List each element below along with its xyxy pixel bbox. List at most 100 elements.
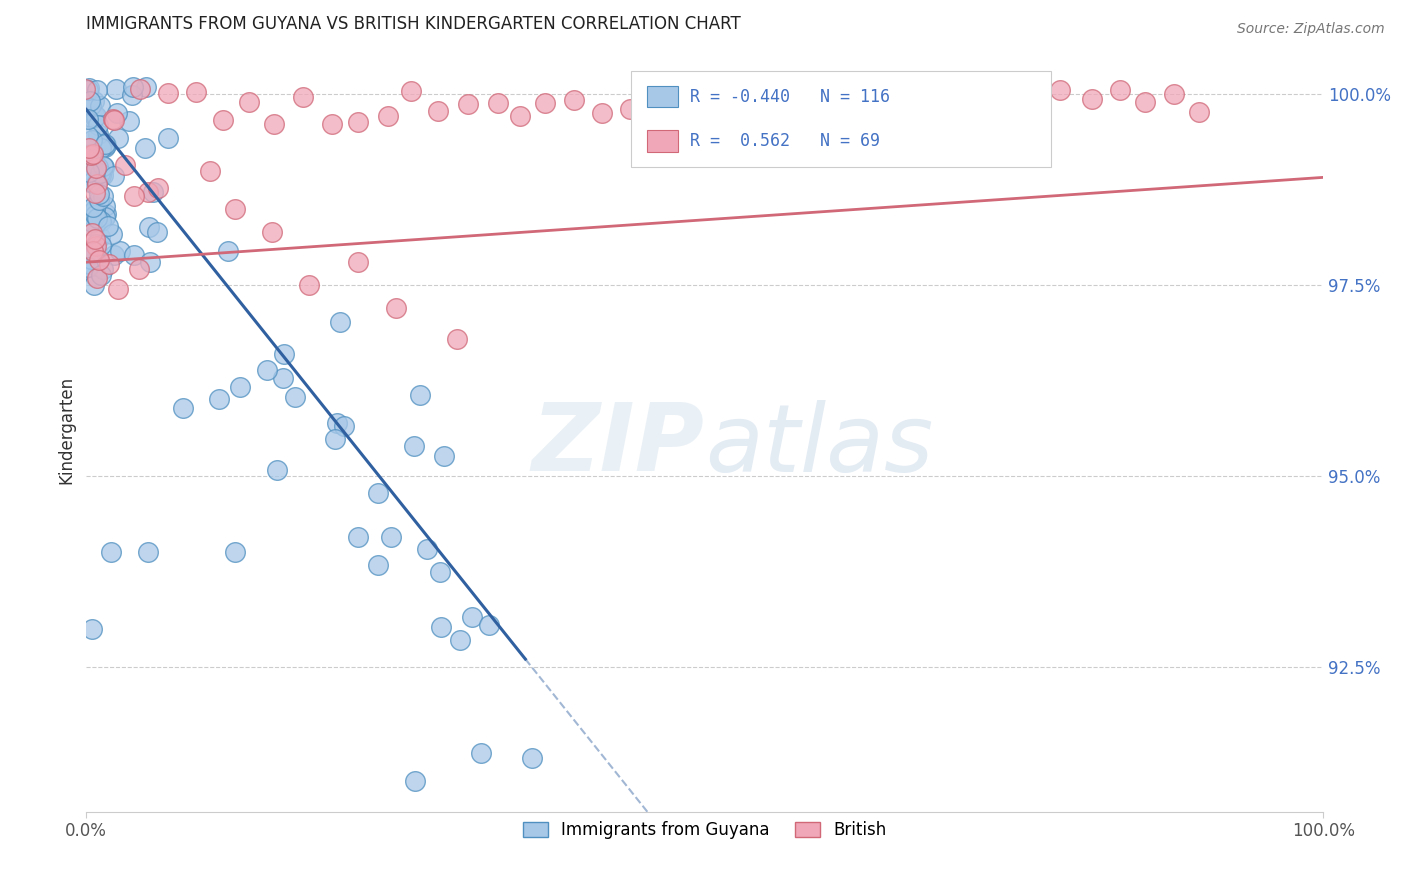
Point	[94, 199, 117, 213]
Point	[114, 158, 136, 172]
Point	[86, 127, 108, 141]
Point	[1108, 83, 1130, 97]
Point	[80, 176, 103, 190]
Point	[79, 246, 101, 260]
Point	[103, 169, 125, 184]
Point	[128, 261, 150, 276]
Point	[156, 86, 179, 100]
Point	[86, 177, 108, 191]
Point	[509, 109, 531, 123]
Point	[86, 161, 108, 175]
Text: R = -0.440   N = 116: R = -0.440 N = 116	[690, 87, 890, 105]
Point	[367, 486, 389, 500]
Point	[80, 175, 103, 189]
Point	[224, 545, 246, 559]
Point	[332, 419, 354, 434]
Point	[136, 545, 159, 559]
Point	[486, 96, 509, 111]
Point	[122, 189, 145, 203]
Point	[84, 161, 107, 176]
Point	[76, 218, 98, 232]
Point	[273, 347, 295, 361]
FancyBboxPatch shape	[647, 86, 678, 107]
Point	[347, 255, 370, 269]
Point	[79, 98, 101, 112]
Point	[139, 255, 162, 269]
Point	[94, 137, 117, 152]
Point	[82, 145, 104, 160]
Point	[256, 363, 278, 377]
Point	[938, 102, 960, 116]
Point	[416, 541, 439, 556]
Point	[1187, 105, 1209, 120]
Point	[86, 211, 108, 225]
Point	[82, 147, 104, 161]
Point	[832, 99, 855, 113]
Point	[76, 112, 98, 126]
Point	[238, 95, 260, 109]
Point	[84, 236, 107, 251]
Point	[172, 401, 194, 415]
Point	[90, 214, 112, 228]
Point	[124, 247, 146, 261]
Point	[83, 95, 105, 109]
Point	[83, 215, 105, 229]
Point	[284, 391, 307, 405]
Point	[83, 110, 105, 124]
Point	[82, 200, 104, 214]
Point	[217, 244, 239, 259]
Point	[90, 169, 112, 183]
Point	[91, 188, 114, 202]
Point	[806, 118, 828, 132]
Text: Source: ZipAtlas.com: Source: ZipAtlas.com	[1237, 22, 1385, 37]
Point	[134, 141, 156, 155]
Text: IMMIGRANTS FROM GUYANA VS BRITISH KINDERGARTEN CORRELATION CHART: IMMIGRANTS FROM GUYANA VS BRITISH KINDER…	[86, 15, 741, 33]
Point	[84, 201, 107, 215]
Point	[77, 141, 100, 155]
Point	[329, 315, 352, 329]
Point	[82, 226, 104, 240]
Point	[76, 128, 98, 143]
Point	[129, 82, 152, 96]
Point	[271, 371, 294, 385]
Point	[89, 193, 111, 207]
Point	[380, 530, 402, 544]
Point	[697, 95, 720, 110]
Point	[79, 257, 101, 271]
Point	[87, 248, 110, 262]
Point	[89, 99, 111, 113]
Point	[404, 439, 426, 453]
Point	[97, 257, 120, 271]
Point	[83, 269, 105, 284]
Point	[80, 215, 103, 229]
Point	[76, 146, 98, 161]
Point	[90, 268, 112, 283]
Point	[86, 175, 108, 189]
Point	[94, 210, 117, 224]
Point	[619, 102, 641, 116]
Point	[470, 746, 492, 760]
Point	[138, 220, 160, 235]
Point	[429, 566, 451, 580]
Point	[325, 417, 347, 431]
Point	[478, 618, 501, 632]
Point	[668, 82, 690, 96]
Point	[780, 98, 803, 112]
Point	[87, 118, 110, 132]
Point	[77, 207, 100, 221]
Point	[384, 301, 406, 315]
Point	[103, 113, 125, 128]
Point	[457, 97, 479, 112]
Point	[291, 90, 314, 104]
Point	[87, 187, 110, 202]
Point	[754, 96, 776, 111]
Point	[94, 140, 117, 154]
Point	[142, 185, 165, 199]
Point	[136, 185, 159, 199]
Point	[533, 95, 555, 110]
Point	[433, 449, 456, 463]
Point	[211, 113, 233, 128]
Point	[1133, 95, 1156, 109]
Point	[263, 117, 285, 131]
Point	[399, 84, 422, 98]
